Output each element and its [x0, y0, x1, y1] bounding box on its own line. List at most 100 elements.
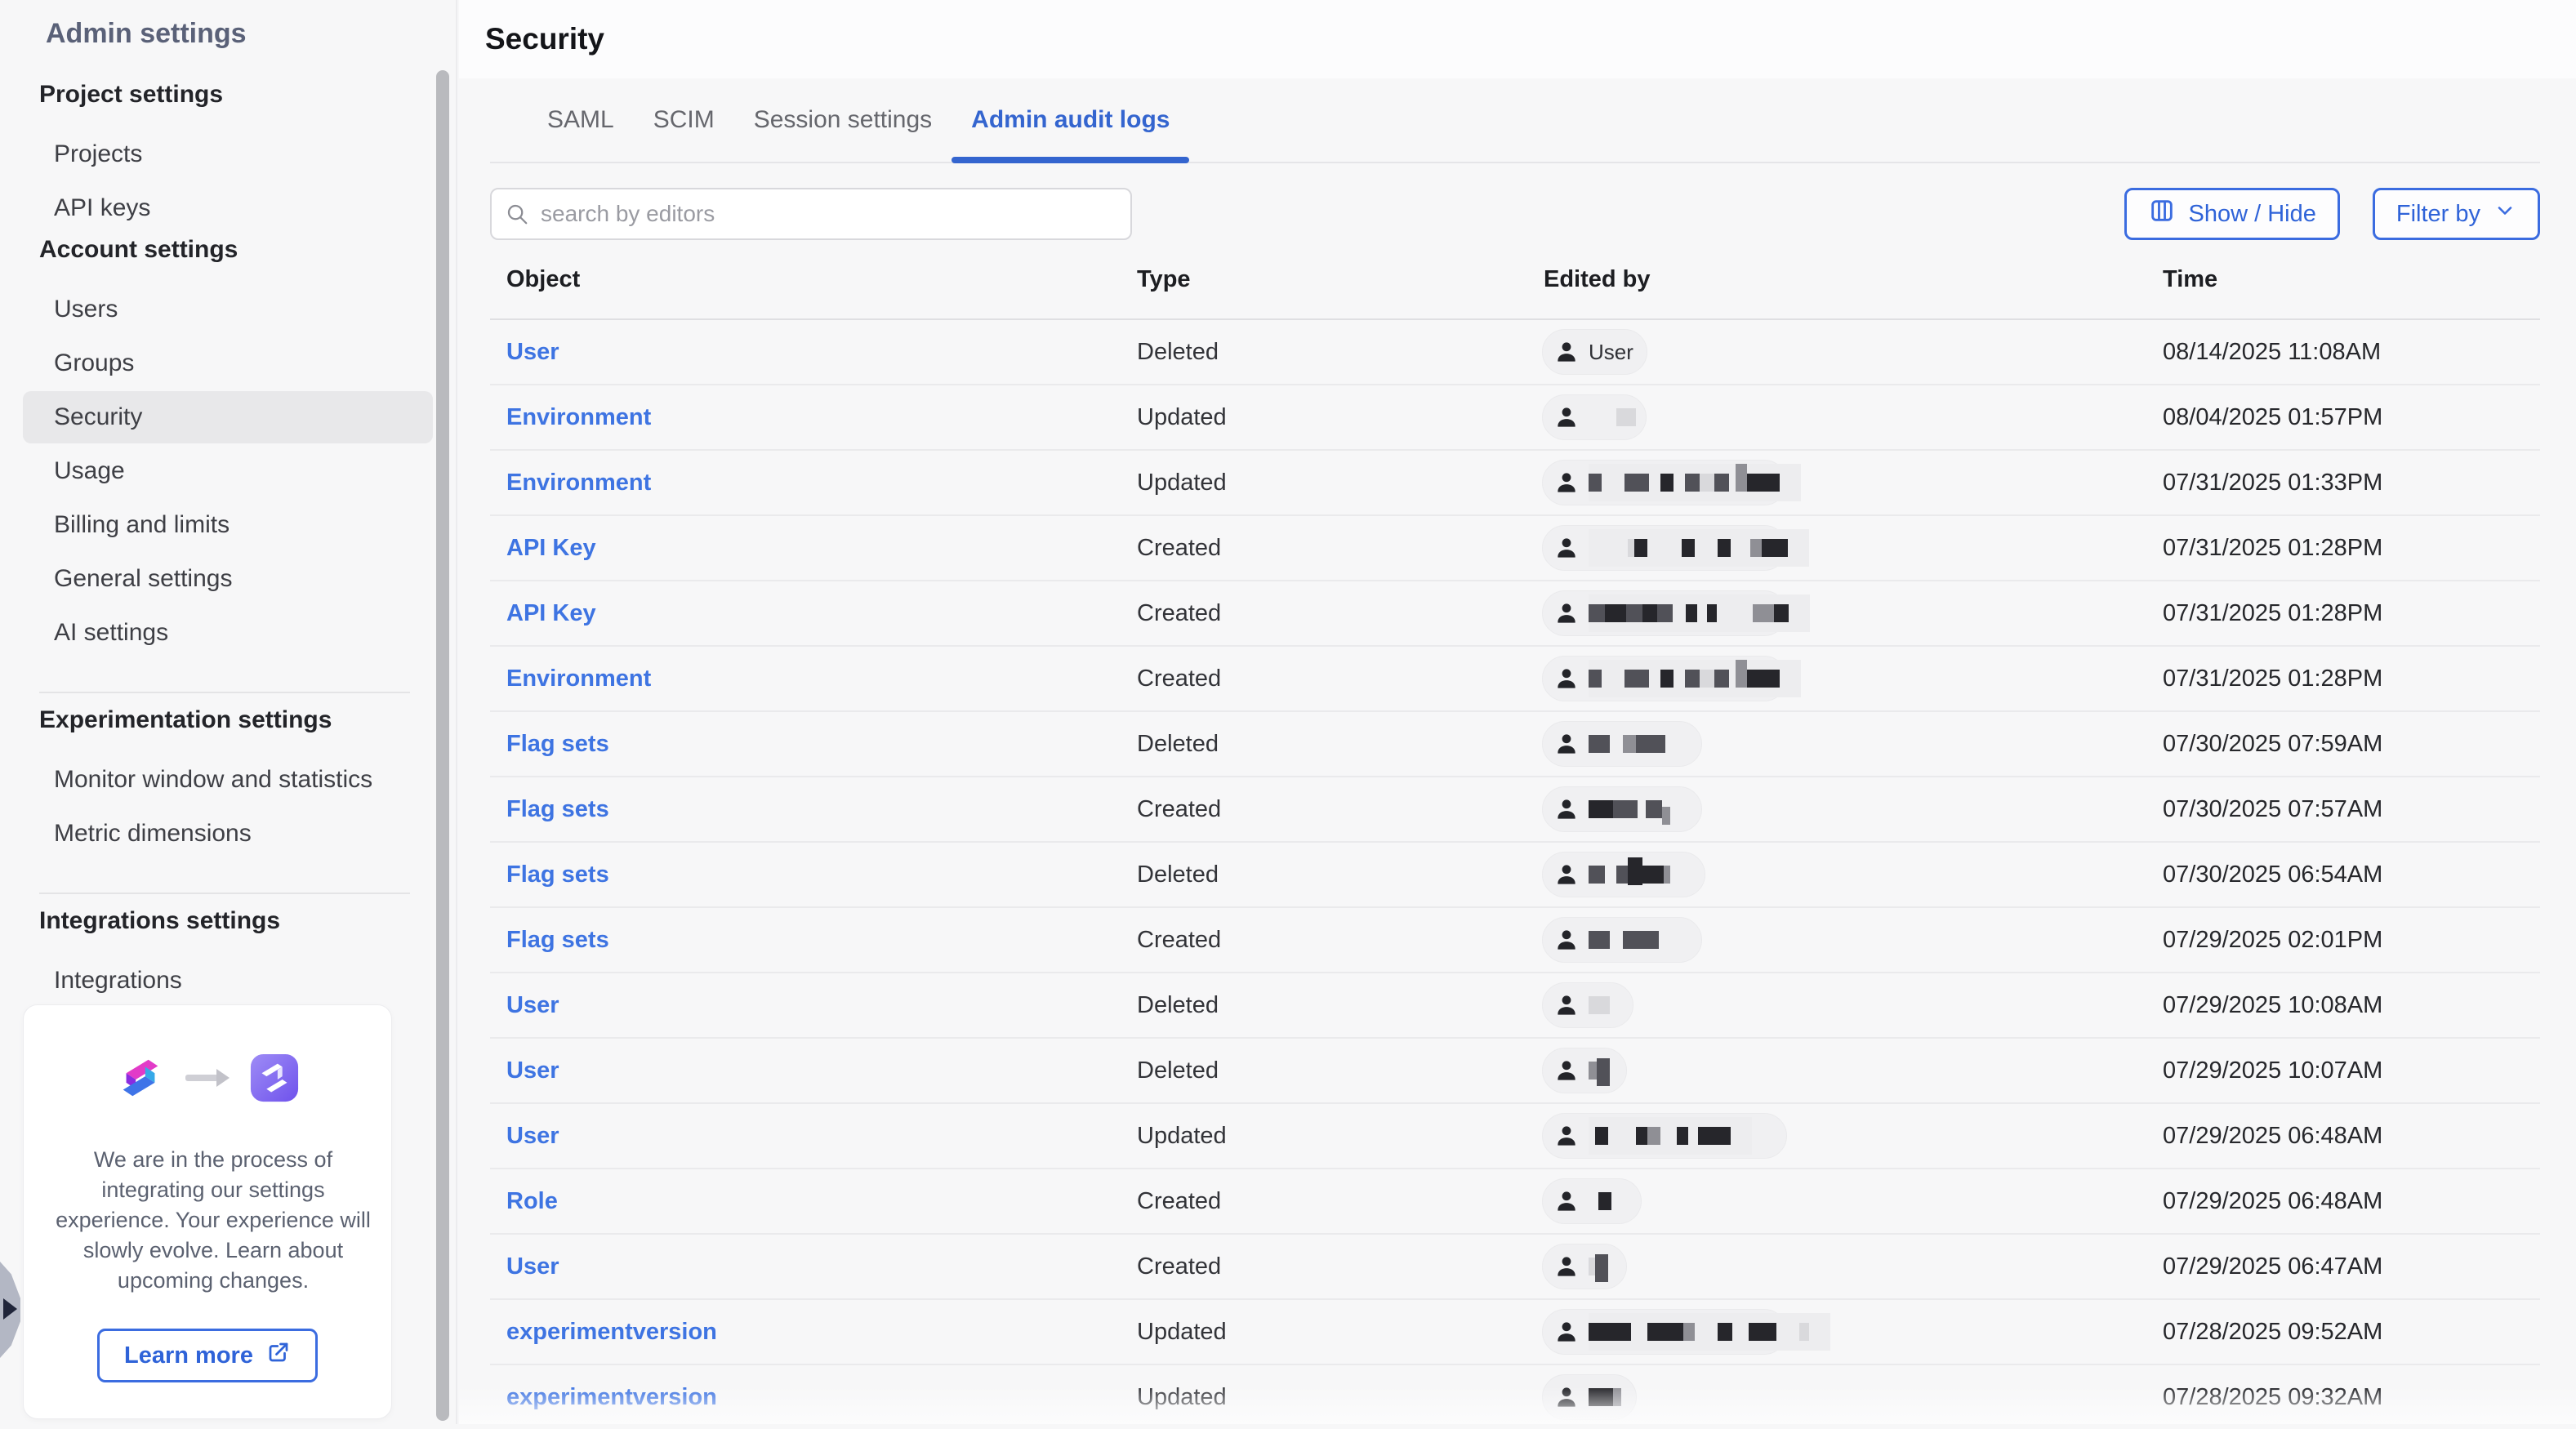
redaction-block [1646, 800, 1662, 818]
sidebar-item-groups[interactable]: Groups [54, 349, 135, 376]
editor-badge [1542, 1048, 1627, 1093]
redaction-block [1589, 866, 1605, 884]
object-link[interactable]: User [506, 1122, 559, 1149]
object-link[interactable]: Environment [506, 403, 652, 430]
redacted-editor [1589, 790, 1670, 828]
show-hide-button[interactable]: Show / Hide [2124, 188, 2340, 240]
redaction-block [1647, 1127, 1660, 1145]
redaction-block [1686, 604, 1697, 622]
person-icon [1553, 469, 1580, 496]
sidebar-item-users[interactable]: Users [54, 296, 118, 323]
redaction-block [1613, 1388, 1621, 1406]
redacted-editor [1589, 856, 1670, 893]
sidebar-item-metric-dimensions[interactable]: Metric dimensions [54, 820, 252, 847]
redaction-block [1624, 670, 1649, 688]
object-link[interactable]: experimentversion [506, 1318, 717, 1345]
sidebar-item-billing-and-limits[interactable]: Billing and limits [54, 511, 230, 538]
object-link[interactable]: API Key [506, 534, 596, 561]
object-link[interactable]: Flag sets [506, 730, 609, 757]
cell-edited-by [1529, 1113, 2146, 1159]
sidebar-item-general-settings[interactable]: General settings [54, 565, 233, 592]
redaction-block [1763, 604, 1774, 622]
redaction-block [1589, 670, 1602, 688]
cell-object: experimentversion [490, 1384, 1121, 1411]
person-icon [1553, 861, 1580, 888]
redaction-block [1589, 735, 1610, 753]
column-header-time[interactable]: Time [2163, 265, 2218, 292]
cell-object: User [490, 1253, 1121, 1280]
object-link[interactable]: User [506, 1253, 559, 1280]
person-icon [1553, 730, 1580, 758]
filter-by-button[interactable]: Filter by [2372, 188, 2540, 240]
object-link[interactable]: experimentversion [506, 1383, 717, 1410]
table-row: API Key Created 07/31/2025 01:28PM [490, 514, 2540, 580]
redacted-editor [1589, 1378, 1621, 1416]
object-link[interactable]: User [506, 338, 559, 365]
object-link[interactable]: Environment [506, 665, 652, 692]
sidebar-section-project-settings: Project settings [39, 81, 224, 108]
sidebar-item-projects[interactable]: Projects [54, 140, 143, 167]
tab-bar: SAML SCIM Session settings Admin audit logs [490, 78, 2540, 163]
cell-object: User [490, 339, 1121, 366]
object-link[interactable]: Flag sets [506, 926, 609, 953]
column-header-type[interactable]: Type [1137, 265, 1191, 292]
sidebar-scrollbar[interactable] [436, 70, 449, 1421]
redaction-block [1589, 931, 1610, 949]
redacted-editor [1589, 660, 1801, 697]
tab-admin-audit-logs[interactable]: Admin audit logs [952, 78, 1190, 163]
redaction-block [1589, 474, 1602, 492]
table-row: Environment Updated 07/31/2025 01:33PM [490, 449, 2540, 514]
object-link[interactable]: Flag sets [506, 861, 609, 888]
column-header-edited-by[interactable]: Edited by [1544, 265, 1651, 292]
redaction-block [1626, 604, 1642, 622]
cell-type: Updated [1137, 1383, 1227, 1410]
cell-time: 07/30/2025 07:57AM [2163, 795, 2383, 822]
redaction-block [1589, 604, 1605, 622]
learn-more-button[interactable]: Learn more [97, 1329, 318, 1382]
cell-object: Flag sets [490, 861, 1121, 888]
redaction-block [1589, 1323, 1631, 1341]
editor-badge [1542, 1309, 1830, 1355]
redaction-block [1660, 474, 1674, 492]
table-row: User Deleted User 08/14/2025 11:08AM [490, 318, 2540, 384]
redaction-block [1698, 1127, 1731, 1145]
object-link[interactable]: Flag sets [506, 795, 609, 822]
tab-saml[interactable]: SAML [547, 106, 614, 133]
object-link[interactable]: User [506, 991, 559, 1018]
object-link[interactable]: User [506, 1057, 559, 1084]
redacted-editor [1589, 1052, 1610, 1089]
editor-badge [1542, 1113, 1787, 1159]
cell-type: Updated [1137, 403, 1227, 430]
cell-edited-by [1529, 656, 2146, 701]
cell-time: 07/29/2025 10:08AM [2163, 991, 2383, 1018]
tab-session-settings[interactable]: Session settings [753, 106, 933, 133]
sidebar-item-api-keys[interactable]: API keys [54, 194, 151, 221]
sidebar-item-usage[interactable]: Usage [54, 457, 125, 484]
object-link[interactable]: API Key [506, 599, 596, 626]
redaction-block [1636, 735, 1665, 753]
person-icon [1553, 1122, 1580, 1150]
cell-edited-by [1529, 590, 2146, 636]
redaction-block [1664, 866, 1670, 884]
sidebar-item-ai-settings[interactable]: AI settings [54, 619, 169, 646]
tab-scim[interactable]: SCIM [653, 106, 715, 133]
sidebar-item-security[interactable]: Security [23, 391, 433, 443]
sidebar-item-integrations[interactable]: Integrations [54, 967, 182, 994]
search-input[interactable] [490, 188, 1132, 240]
object-link[interactable]: Environment [506, 469, 652, 496]
sidebar-section-integrations-settings: Integrations settings [39, 907, 281, 934]
table-header-row: Object Type Edited by Time [490, 240, 2540, 318]
promo-logos [45, 1053, 370, 1107]
redacted-editor [1589, 986, 1610, 1024]
person-icon [1553, 534, 1580, 562]
editor-badge [1542, 590, 1810, 636]
object-link[interactable]: Role [506, 1187, 558, 1214]
audit-log-table: Object Type Edited by Time User Deleted Us… [490, 240, 2540, 1429]
cell-type: Created [1137, 599, 1222, 626]
cell-time: 07/29/2025 06:48AM [2163, 1122, 2383, 1149]
redaction-block [1636, 1127, 1647, 1145]
sidebar-divider [39, 692, 410, 693]
column-header-object[interactable]: Object [506, 265, 581, 292]
sidebar-item-monitor-window-and-statistics[interactable]: Monitor window and statistics [54, 766, 373, 793]
redaction-block [1628, 539, 1634, 557]
